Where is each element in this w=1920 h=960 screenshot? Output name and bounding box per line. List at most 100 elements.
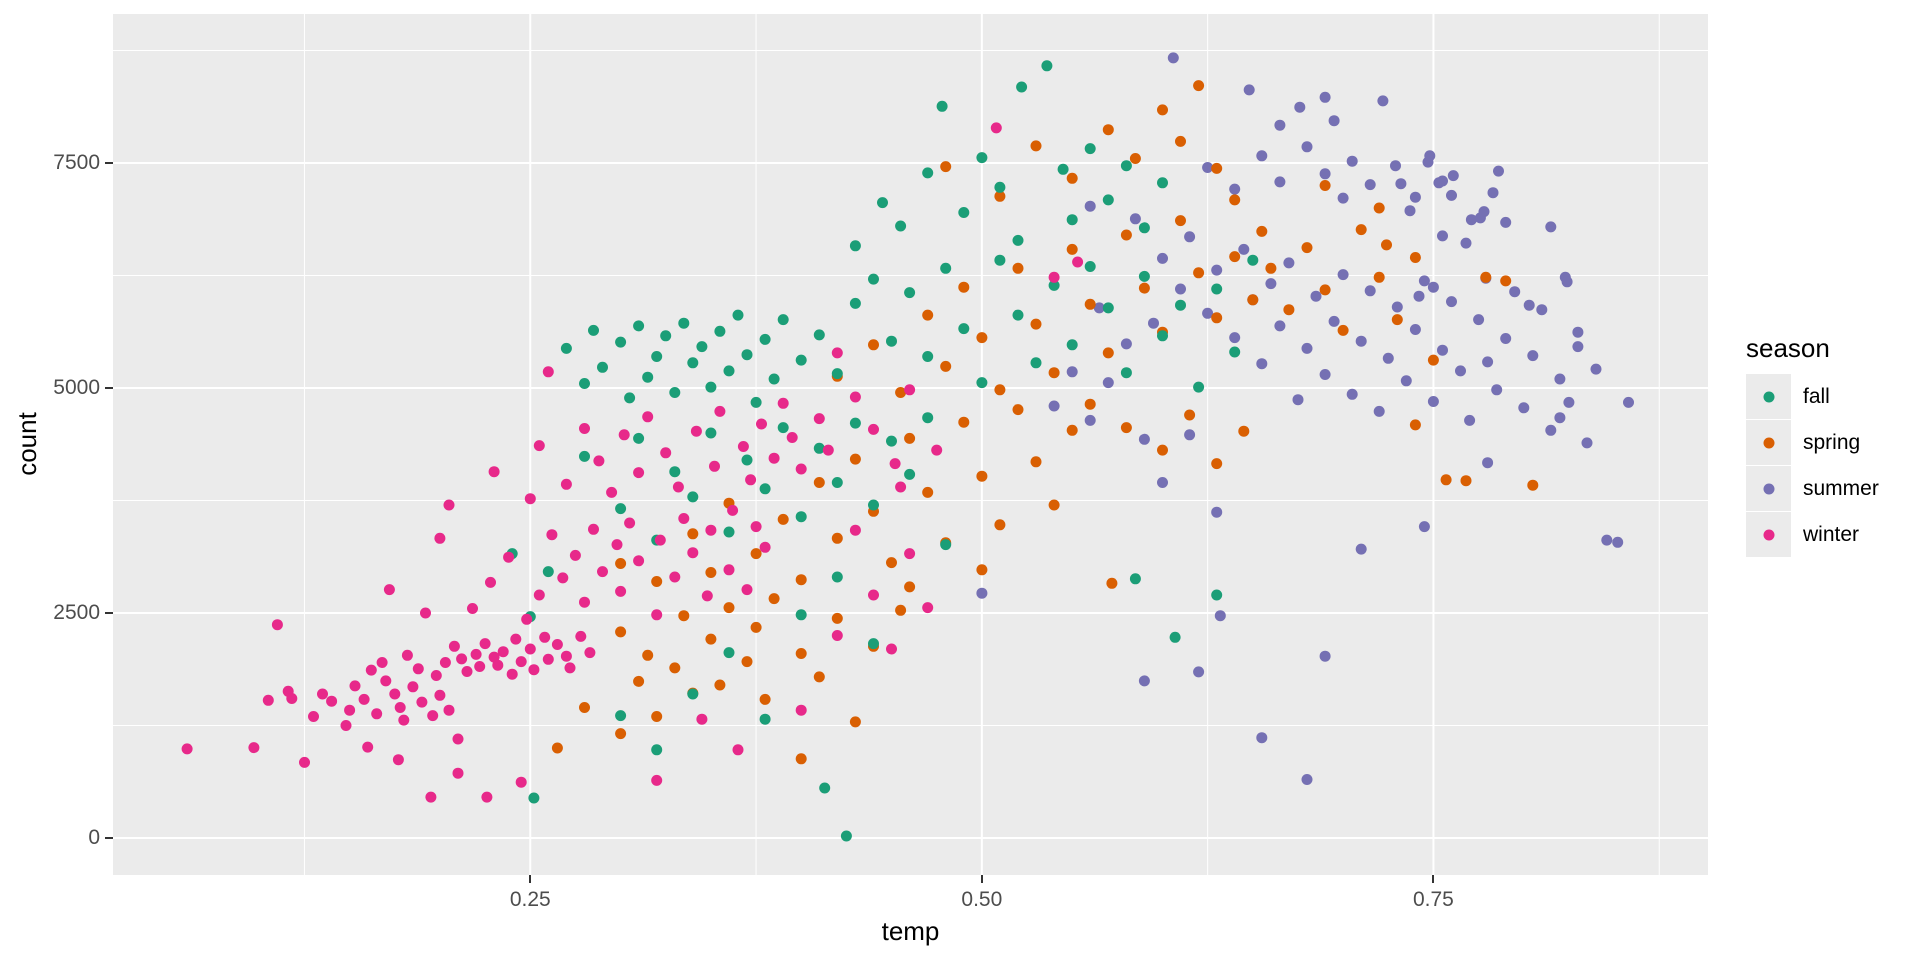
legend-item-winter: winter [1746, 512, 1879, 557]
data-point-summer [1355, 335, 1367, 347]
data-point-spring [1157, 104, 1168, 116]
data-point-summer [1256, 358, 1268, 370]
data-point-fall [528, 792, 540, 804]
data-point-summer [1337, 192, 1349, 204]
data-point-summer [1460, 237, 1472, 249]
legend: season fall spring summer winter [1746, 333, 1879, 558]
data-point-winter [461, 666, 473, 677]
data-point-winter [723, 564, 735, 576]
data-point-fall [895, 220, 907, 232]
data-point-fall [831, 368, 843, 380]
data-point-winter [492, 659, 504, 671]
data-point-spring [1106, 577, 1118, 589]
data-point-winter [849, 524, 861, 536]
data-point-summer [1409, 324, 1421, 335]
data-point-fall [642, 371, 654, 383]
data-point-fall [1193, 381, 1205, 393]
data-point-fall [1012, 234, 1024, 246]
data-point-fall [579, 450, 590, 462]
data-point-fall [669, 387, 681, 398]
data-point-winter [452, 767, 464, 779]
data-point-summer [1120, 338, 1132, 350]
data-point-spring [1184, 409, 1196, 421]
legend-key [1746, 466, 1791, 511]
data-point-winter [524, 643, 536, 655]
data-point-spring [1129, 153, 1141, 164]
data-point-winter [394, 702, 406, 713]
data-point-winter [597, 566, 608, 578]
data-point-winter [398, 714, 410, 726]
data-point-fall [994, 181, 1006, 193]
data-point-spring [1175, 135, 1186, 147]
data-point-spring [777, 513, 789, 525]
data-point-spring [940, 161, 952, 173]
data-point-summer [1437, 344, 1448, 356]
data-point-spring [579, 702, 590, 713]
data-point-fall [1120, 160, 1132, 172]
data-point-fall [750, 396, 762, 408]
legend-item-label: fall [1803, 384, 1830, 408]
data-point-winter [407, 681, 419, 693]
data-point-summer [1084, 414, 1096, 426]
data-point-fall [886, 335, 897, 347]
data-point-summer [1129, 213, 1141, 225]
data-point-spring [1157, 444, 1168, 456]
data-point-spring [1211, 162, 1223, 174]
data-point-summer [1294, 101, 1306, 113]
x-tick-mark [529, 875, 532, 883]
data-point-summer [1377, 95, 1389, 107]
data-point-winter [560, 650, 572, 662]
data-point-summer [1301, 774, 1313, 785]
legend-title: season [1746, 333, 1830, 363]
data-point-spring [1238, 425, 1250, 437]
data-point-spring [976, 332, 988, 344]
data-point-spring [1337, 324, 1349, 336]
legend-item-label: winter [1803, 522, 1860, 546]
data-point-spring [994, 519, 1006, 531]
legend-dot-icon [1763, 437, 1774, 448]
data-point-summer [1211, 264, 1223, 276]
data-point-summer [1256, 150, 1268, 162]
data-point-fall [723, 647, 735, 659]
data-point-spring [1229, 194, 1241, 206]
data-point-spring [1012, 262, 1024, 274]
data-point-winter [443, 499, 455, 511]
legend-dot-icon [1763, 529, 1774, 540]
data-point-summer [1265, 278, 1277, 290]
data-point-fall [615, 336, 627, 348]
data-point-summer [1554, 412, 1566, 424]
data-point-summer [1572, 326, 1584, 338]
data-point-summer [1527, 350, 1539, 362]
data-point-spring [795, 753, 807, 765]
x-tick-mark [980, 875, 983, 883]
data-point-fall [886, 435, 897, 447]
data-point-spring [705, 567, 717, 578]
data-point-fall [633, 320, 645, 332]
data-point-spring [1480, 271, 1492, 283]
data-point-winter [654, 534, 666, 546]
data-point-fall [922, 167, 934, 179]
x-tick-mark [1432, 875, 1435, 883]
data-point-fall [660, 330, 672, 342]
data-point-spring [895, 387, 907, 398]
data-point-fall [777, 314, 789, 326]
data-point-spring [1391, 314, 1403, 326]
data-point-winter [542, 653, 554, 665]
data-point-winter [392, 754, 404, 766]
data-point-fall [819, 782, 831, 794]
y-axis-title: count [12, 412, 42, 476]
data-point-winter [737, 441, 749, 452]
data-point-spring [1373, 271, 1385, 283]
data-point-summer [1355, 543, 1367, 555]
data-point-fall [741, 349, 753, 361]
data-point-winter [262, 694, 274, 706]
data-point-spring [813, 477, 825, 488]
data-point-winter [575, 630, 587, 642]
data-point-winter [286, 693, 298, 704]
data-point-winter [542, 366, 554, 378]
data-point-fall [868, 499, 879, 511]
data-point-spring [849, 716, 861, 728]
data-point-summer [1102, 377, 1114, 389]
data-point-winter [904, 384, 916, 396]
data-point-fall [1157, 177, 1168, 189]
